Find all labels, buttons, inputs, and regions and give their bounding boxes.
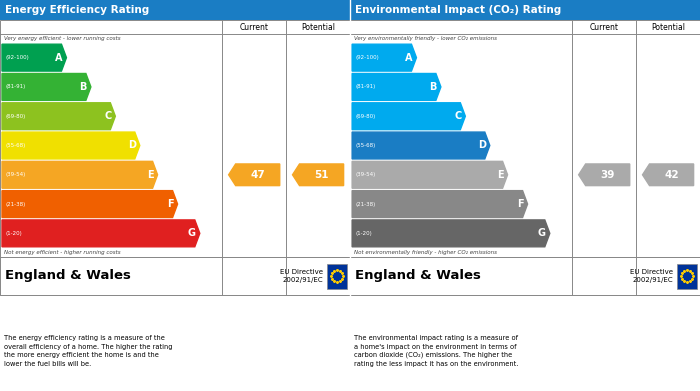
Text: (55-68): (55-68) — [5, 143, 25, 148]
Polygon shape — [352, 103, 466, 130]
Text: G: G — [188, 228, 196, 239]
Text: 47: 47 — [251, 170, 265, 180]
Text: E: E — [497, 170, 503, 180]
Polygon shape — [229, 164, 280, 186]
Text: Potential: Potential — [301, 23, 335, 32]
Text: C: C — [104, 111, 111, 121]
Text: The environmental impact rating is a measure of
a home's impact on the environme: The environmental impact rating is a mea… — [354, 335, 519, 367]
Text: 42: 42 — [664, 170, 679, 180]
Polygon shape — [2, 103, 116, 130]
Text: Very energy efficient - lower running costs: Very energy efficient - lower running co… — [4, 36, 120, 41]
Polygon shape — [2, 132, 140, 159]
Text: (92-100): (92-100) — [5, 55, 29, 60]
Text: Current: Current — [239, 23, 269, 32]
Text: D: D — [478, 140, 486, 151]
Polygon shape — [352, 220, 550, 247]
Polygon shape — [643, 164, 694, 186]
Text: D: D — [128, 140, 136, 151]
Text: Potential: Potential — [651, 23, 685, 32]
Text: Not energy efficient - higher running costs: Not energy efficient - higher running co… — [4, 250, 120, 255]
Text: (69-80): (69-80) — [5, 114, 25, 119]
Text: (55-68): (55-68) — [355, 143, 375, 148]
Polygon shape — [579, 164, 630, 186]
Polygon shape — [352, 191, 528, 217]
Bar — [327, 264, 347, 289]
Text: (1-20): (1-20) — [5, 231, 22, 236]
Bar — [350, 20, 700, 295]
Bar — [350, 0, 700, 20]
Text: C: C — [454, 111, 461, 121]
Polygon shape — [352, 161, 508, 188]
Text: 39: 39 — [601, 170, 615, 180]
Polygon shape — [352, 74, 441, 100]
Text: G: G — [538, 228, 546, 239]
Text: A: A — [55, 53, 62, 63]
Text: (39-54): (39-54) — [355, 172, 375, 177]
Text: (39-54): (39-54) — [5, 172, 25, 177]
Polygon shape — [2, 44, 66, 71]
Text: (21-38): (21-38) — [355, 202, 375, 206]
Text: EU Directive
2002/91/EC: EU Directive 2002/91/EC — [630, 269, 673, 283]
Bar — [0, 20, 350, 295]
Text: B: B — [430, 82, 437, 92]
Text: (1-20): (1-20) — [355, 231, 372, 236]
Text: Environmental Impact (CO₂) Rating: Environmental Impact (CO₂) Rating — [355, 5, 561, 15]
Text: (69-80): (69-80) — [355, 114, 375, 119]
Text: E: E — [147, 170, 153, 180]
Text: Energy Efficiency Rating: Energy Efficiency Rating — [5, 5, 149, 15]
Polygon shape — [352, 44, 416, 71]
Text: England & Wales: England & Wales — [5, 269, 131, 283]
Bar — [677, 264, 697, 289]
Text: The energy efficiency rating is a measure of the
overall efficiency of a home. T: The energy efficiency rating is a measur… — [4, 335, 172, 366]
Text: EU Directive
2002/91/EC: EU Directive 2002/91/EC — [280, 269, 323, 283]
Polygon shape — [2, 191, 178, 217]
Text: (81-91): (81-91) — [5, 84, 25, 90]
Text: B: B — [80, 82, 87, 92]
Text: 51: 51 — [314, 170, 329, 180]
Text: A: A — [405, 53, 412, 63]
Text: (92-100): (92-100) — [355, 55, 379, 60]
Bar — [350, 257, 700, 295]
Polygon shape — [2, 74, 91, 100]
Bar — [0, 257, 350, 295]
Text: Current: Current — [589, 23, 619, 32]
Polygon shape — [2, 220, 199, 247]
Text: F: F — [167, 199, 174, 209]
Text: Not environmentally friendly - higher CO₂ emissions: Not environmentally friendly - higher CO… — [354, 250, 497, 255]
Text: England & Wales: England & Wales — [355, 269, 481, 283]
Polygon shape — [293, 164, 344, 186]
Polygon shape — [352, 132, 490, 159]
Text: F: F — [517, 199, 524, 209]
Bar — [0, 0, 350, 20]
Text: (81-91): (81-91) — [355, 84, 375, 90]
Text: Very environmentally friendly - lower CO₂ emissions: Very environmentally friendly - lower CO… — [354, 36, 497, 41]
Polygon shape — [2, 161, 158, 188]
Text: (21-38): (21-38) — [5, 202, 25, 206]
